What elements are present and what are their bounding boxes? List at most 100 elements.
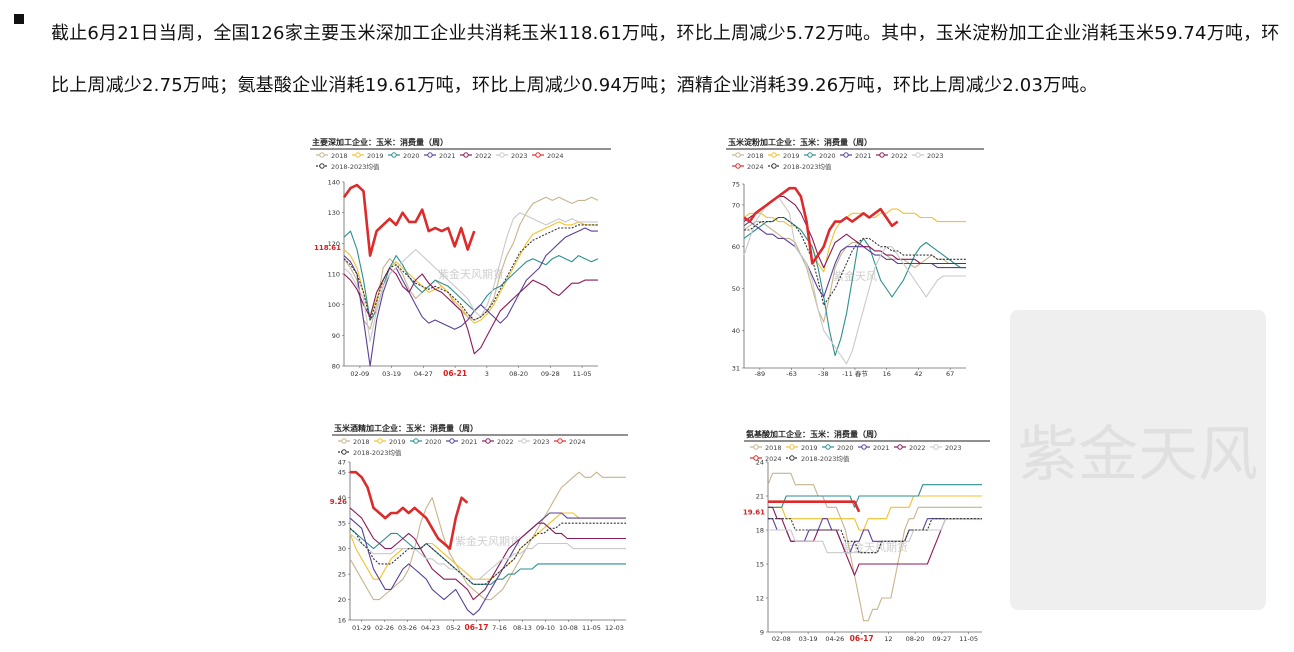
legend-label: 2022 (475, 152, 492, 160)
series-line-avg (343, 224, 598, 321)
x-tick-label: 09-27 (932, 635, 951, 643)
series-line-2019 (768, 495, 982, 531)
y-tick-label: 15 (756, 561, 764, 569)
legend-label: 2018-2023均值 (801, 454, 850, 463)
x-tick-label: 06-17 (850, 634, 874, 643)
x-tick-label: 04-23 (421, 624, 440, 632)
legend-label: 2020 (425, 438, 442, 446)
x-tick-label: 11-05 (959, 635, 978, 643)
watermark-text: 紫金天风 (1018, 420, 1258, 490)
chart-watermark: 紫金天风期货 (438, 267, 504, 281)
y-tick-label: 80 (332, 363, 340, 371)
x-tick-label: -38 (818, 370, 829, 378)
y-tick-label: 20 (338, 596, 346, 604)
x-tick-label: 12 (884, 635, 892, 643)
x-tick-label: 08-20 (906, 635, 925, 643)
legend-entry: 2018-2023均值 (786, 454, 850, 463)
chart-watermark: 紫金天风期货 (842, 540, 908, 554)
x-tick-label: 08-13 (513, 624, 532, 632)
legend-label: 2022 (891, 152, 908, 160)
legend-label: 2021 (461, 438, 478, 446)
legend-entry: 2018 (750, 444, 782, 452)
y-tick-label: 16 (338, 617, 346, 625)
chart-starch-processing: 玉米淀粉加工企业：玉米：消费量（周） 2018 2019 2020 2021 2022 20… (724, 134, 986, 384)
series-line-2021 (349, 512, 626, 616)
series-line-2021 (343, 227, 598, 367)
legend-label: 2023 (927, 152, 944, 160)
legend-label: 2018 (747, 152, 764, 160)
legend-label: 2018-2023均值 (783, 162, 832, 171)
legend-entry: 2019 (786, 444, 818, 452)
legend-label: 2024 (547, 152, 564, 160)
x-tick-label: 3 (485, 370, 489, 378)
y-tick-label: 30 (338, 545, 346, 553)
current-value-label: 39.26 (330, 498, 347, 506)
x-tick-label: 12-03 (605, 624, 624, 632)
x-tick-label: 06-21 (443, 369, 467, 378)
series-line-2023 (343, 212, 598, 343)
y-tick-label: 35 (338, 520, 346, 528)
series-line-2023 (349, 532, 626, 580)
legend-label: 2024 (569, 438, 586, 446)
current-value-label: 19.61 (743, 508, 765, 516)
legend-label: 2022 (497, 438, 514, 446)
x-tick-label: 7-16 (492, 624, 507, 632)
legend-label: 2018-2023均值 (353, 448, 402, 457)
y-tick-label: 31 (732, 365, 740, 373)
series-line-2018 (743, 221, 966, 323)
x-tick-label: -11 春节 (842, 369, 868, 378)
legend-entry: 2024 (554, 438, 586, 446)
legend-label: 2021 (855, 152, 872, 160)
y-tick-label: 140 (328, 179, 340, 187)
legend-label: 2024 (765, 455, 782, 463)
x-tick-label: 11-05 (573, 370, 592, 378)
legend-entry: 2018-2023均值 (768, 162, 832, 171)
chart-main-processing: 主要深加工企业：玉米：消费量（周） 2018 2019 2020 2021 2022 202… (308, 134, 613, 384)
chart-watermark: 紫金天风 (833, 269, 877, 283)
y-tick-label: 75 (732, 181, 740, 189)
series-line-2018 (349, 471, 626, 601)
legend-label: 2018 (765, 444, 782, 452)
x-tick-label: -89 (755, 370, 766, 378)
x-tick-label: 02-26 (375, 624, 394, 632)
chart-amino-acid-processing-svg: 氨基酸加工企业：玉米：消费量（周） 2018 2019 2020 2021 2022 202… (743, 429, 990, 643)
legend-entry: 2018 (732, 152, 764, 160)
chart-title: 主要深加工企业：玉米：消费量（周） (312, 137, 448, 147)
legend-label: 2024 (747, 163, 764, 171)
legend-label: 2020 (403, 152, 420, 160)
chart-starch-processing-svg: 玉米淀粉加工企业：玉米：消费量（周） 2018 2019 2020 2021 2022 20… (726, 137, 984, 378)
legend-entry: 2021 (446, 438, 478, 446)
series-line-2024 (743, 186, 899, 265)
legend-label: 2018 (353, 438, 370, 446)
y-tick-label: 45 (338, 469, 346, 477)
y-tick-label: 12 (756, 595, 764, 603)
y-tick-label: 50 (732, 285, 740, 293)
brand-watermark-logo: 紫金天风 (1010, 310, 1266, 610)
legend-label: 2018 (331, 152, 348, 160)
x-tick-label: 09-10 (536, 624, 555, 632)
legend-label: 2021 (873, 444, 890, 452)
legend-label: 2021 (439, 152, 456, 160)
x-tick-label: 16 (883, 370, 891, 378)
legend-label: 2020 (837, 444, 854, 452)
legend-entry: 2018-2023均值 (338, 448, 402, 457)
legend-entry: 2021 (840, 152, 872, 160)
legend-label: 2023 (511, 152, 528, 160)
chart-title: 氨基酸加工企业：玉米：消费量（周） (746, 429, 882, 439)
x-tick-label: -63 (786, 370, 797, 378)
legend-entry: 2021 (858, 444, 890, 452)
y-tick-label: 70 (732, 201, 740, 209)
x-tick-label: 04-26 (825, 635, 844, 643)
legend-label: 2018-2023均值 (331, 162, 380, 171)
chart-main-processing-svg: 主要深加工企业：玉米：消费量（周） 2018 2019 2020 2021 2022 202… (310, 137, 611, 378)
x-tick-label: 03-19 (382, 370, 401, 378)
chart-alcohol-processing: 玉米酒精加工企业：玉米：消费量（周） 2018 2019 2020 2021 2022 20… (325, 420, 630, 640)
legend-entry: 2022 (894, 444, 926, 452)
series-line-avg (768, 518, 982, 554)
legend-entry: 2023 (518, 438, 550, 446)
legend-entry: 2020 (388, 152, 420, 160)
series-line-2018 (343, 196, 599, 330)
bullet-square-icon (14, 14, 24, 24)
x-tick-label: 03-19 (799, 635, 818, 643)
chart-title: 玉米淀粉加工企业：玉米：消费量（周） (728, 137, 872, 147)
